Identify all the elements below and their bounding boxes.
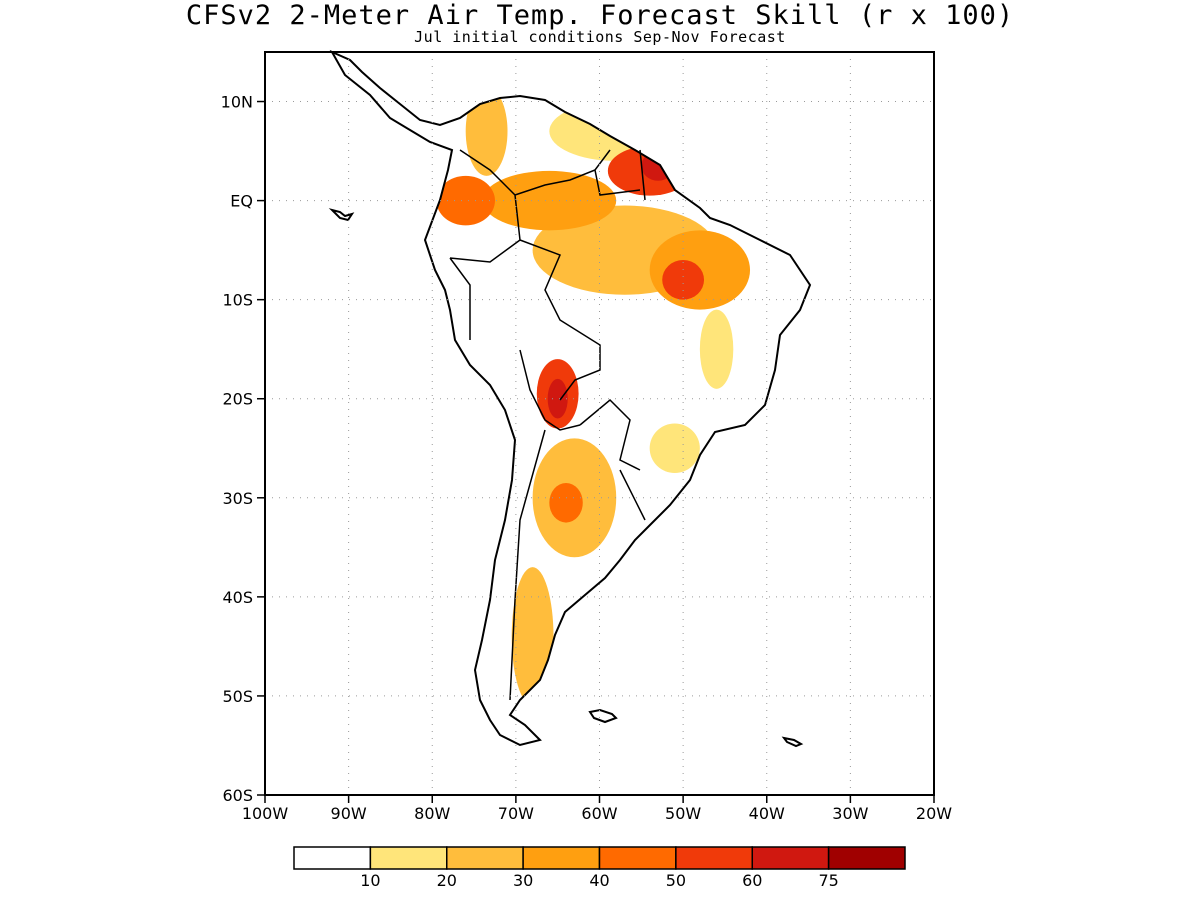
colorbar: 10 20 30 40 50 60 75	[293, 846, 906, 890]
x-tick-label: 70W	[498, 804, 534, 823]
south-america-coastline	[329, 49, 812, 747]
skill-region-colombia-north	[465, 86, 508, 176]
skill-region-amapa-core	[641, 151, 675, 181]
colorbar-label: 40	[589, 871, 609, 890]
colorbar-swatch	[446, 846, 524, 870]
y-tick-label: EQ	[230, 192, 253, 211]
colorbar-swatch	[522, 846, 601, 870]
colorbar-label: 30	[513, 871, 533, 890]
x-tick-label: 100W	[242, 804, 289, 823]
skill-region-para-core	[662, 260, 705, 300]
skill-region-patagonia	[511, 567, 554, 706]
galapagos-islands	[328, 208, 355, 222]
colorbar-swatch	[598, 846, 677, 870]
skill-region-western-amazon	[482, 170, 617, 231]
y-tick-label: 10N	[221, 93, 253, 112]
y-tick-label: 10S	[222, 291, 253, 310]
skill-region-southern-brazil	[649, 423, 700, 474]
colorbar-swatch	[293, 846, 372, 870]
y-tick-label: 50S	[222, 687, 253, 706]
y-tick-label: 40S	[222, 588, 253, 607]
skill-region-colombia-ecuador	[436, 175, 495, 226]
skill-region-argentina-core	[549, 482, 583, 523]
x-tick-label: 80W	[414, 804, 450, 823]
y-tick-label: 60S	[222, 786, 253, 805]
x-tick-label: 90W	[331, 804, 367, 823]
colorbar-label: 10	[360, 871, 380, 890]
colorbar-swatch	[827, 846, 906, 870]
x-tick-label: 30W	[832, 804, 868, 823]
map-title: CFSv2 2-Meter Air Temp. Forecast Skill (…	[185, 0, 1015, 31]
x-tick-label: 20W	[916, 804, 952, 823]
colorbar-label: 60	[742, 871, 762, 890]
national-borders	[449, 149, 646, 701]
falkland-islands	[588, 708, 618, 724]
y-tick-label: 30S	[222, 489, 253, 508]
coastline-layer	[328, 49, 812, 748]
colorbar-swatch	[751, 846, 830, 870]
x-tick-label: 40W	[749, 804, 785, 823]
colorbar-label: 75	[818, 871, 838, 890]
grid-lines	[265, 52, 934, 795]
colorbar-swatch	[675, 846, 753, 870]
skill-shading-layer	[436, 86, 751, 706]
colorbar-label: 50	[666, 871, 686, 890]
skill-region-central-brazil	[699, 309, 734, 389]
x-tick-label: 50W	[665, 804, 701, 823]
x-tick-label: 60W	[581, 804, 617, 823]
colorbar-swatch	[369, 846, 448, 870]
south-georgia	[781, 736, 804, 748]
y-tick-label: 20S	[222, 390, 253, 409]
skill-region-northern-venezuela-guiana	[549, 101, 684, 161]
map-subtitle: Jul initial conditions Sep-Nov Forecast	[414, 28, 786, 46]
colorbar-label: 20	[437, 871, 457, 890]
axis-ticks: 100W 90W 80W 70W 60W 50W 40W 30W 20W 10N EQ 10S 20S 3…	[221, 93, 953, 823]
skill-region-bolivia-core	[547, 378, 568, 419]
